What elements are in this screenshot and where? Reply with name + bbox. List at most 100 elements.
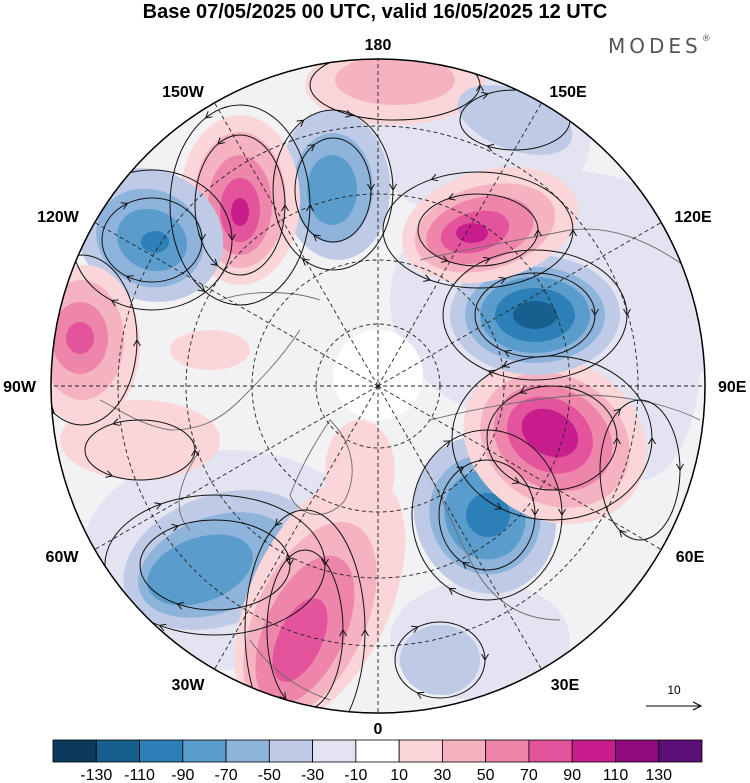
- lon-label-30w: 30W: [172, 677, 206, 694]
- streamline-arrowhead: [301, 258, 310, 266]
- streamline-arrowhead: [158, 623, 167, 632]
- colorbar-segment: [485, 739, 530, 763]
- streamline-arrowhead: [410, 625, 419, 633]
- streamline-arrowhead: [482, 256, 491, 265]
- anomaly-negative-20e: [400, 625, 480, 695]
- colorbar-tick-label: -10: [344, 767, 367, 783]
- colorbar-tick-label: -30: [301, 767, 324, 783]
- streamline-arrowhead: [105, 470, 114, 478]
- streamline-arrowhead: [285, 553, 294, 562]
- streamline-arrowhead: [591, 308, 599, 316]
- lon-label-120w: 120W: [37, 209, 80, 226]
- colorbar-tick-label: 30: [434, 767, 452, 783]
- streamline-arrowhead: [54, 259, 62, 267]
- colorbar-tick-label: 70: [520, 767, 538, 783]
- streamline-arrowhead: [503, 349, 512, 358]
- streamline-arrowhead: [498, 276, 507, 285]
- streamline-arrowhead: [171, 523, 180, 532]
- streamline-arrowhead: [353, 50, 360, 57]
- anomaly-negative-120w: [76, 168, 224, 302]
- streamline-arrowhead: [112, 418, 120, 426]
- lon-label-60w: 60W: [46, 549, 80, 566]
- anomaly-positive-140w: [180, 115, 300, 285]
- streamline-arrowhead: [268, 727, 275, 734]
- streamline-arrowhead: [423, 274, 431, 282]
- colorbar-tick-label: 110: [603, 767, 629, 783]
- colorbar-segment: [139, 739, 184, 763]
- streamline-arrowhead: [447, 193, 456, 201]
- streamline-arrowhead: [613, 408, 622, 416]
- colorbar-segment: [528, 739, 573, 763]
- streamline-arrowhead: [486, 143, 495, 152]
- streamline-arrowhead: [197, 284, 206, 292]
- streamline-arrowhead: [105, 178, 114, 186]
- lon-label-150w: 150W: [162, 84, 205, 101]
- streamline-arrowhead: [345, 110, 354, 118]
- streamline-arrowhead: [210, 258, 219, 267]
- colorbar-tick-label: -70: [215, 767, 238, 783]
- colorbar-tick-label: 90: [563, 767, 581, 783]
- colorbar-segment: [658, 739, 703, 763]
- streamline-arrowhead: [176, 602, 185, 610]
- lon-label-0: 0: [374, 721, 383, 738]
- streamline-arrowhead: [481, 653, 489, 661]
- colorbar-segment: [615, 739, 660, 763]
- colorbar-segment: [225, 739, 270, 763]
- streamline-arrowhead: [339, 629, 347, 637]
- streamline-arrowhead: [416, 691, 425, 699]
- streamline-arrowhead: [502, 360, 510, 368]
- colorbar-segment: [95, 739, 140, 763]
- colorbar-segment: [571, 739, 616, 763]
- colorbar-tick-label: 50: [477, 767, 495, 783]
- streamline-arrowhead: [487, 369, 496, 377]
- colorbar: -130 -110 -90 -70 -50 -30 -10 10 30 50 70 90 110 130: [52, 739, 703, 783]
- colorbar-tick-label: -110: [124, 767, 155, 783]
- colorbar-segment: [182, 739, 227, 763]
- streamline-arrowhead: [481, 91, 489, 100]
- vector-key-label: 10: [667, 683, 681, 697]
- colorbar-segment: [52, 739, 97, 763]
- streamline-arrowhead: [286, 558, 294, 566]
- streamline-arrowhead: [313, 234, 321, 242]
- colorbar-segment: [268, 739, 314, 763]
- brand-mark: ®: [701, 34, 711, 44]
- streamline-arrowhead: [512, 476, 521, 485]
- streamline-arrowhead: [461, 561, 470, 569]
- streamline-arrowhead: [558, 508, 566, 516]
- map-border: [50, 58, 706, 714]
- streamline-arrowhead: [648, 437, 656, 445]
- streamline-arrowhead: [133, 339, 141, 347]
- streamline-arrowhead: [191, 449, 199, 457]
- lon-label-30e: 30E: [551, 677, 580, 694]
- vector-key-arrow: [646, 701, 703, 711]
- lon-label-180: 180: [365, 37, 392, 54]
- streamline-arrowhead: [217, 137, 225, 145]
- colorbar-tick-label: -90: [171, 767, 194, 783]
- streamline-arrowhead: [443, 440, 452, 448]
- lon-label-90w: 90W: [3, 379, 37, 396]
- lon-label-90e: 90E: [718, 379, 747, 396]
- coastlines: [99, 228, 701, 701]
- chart-title: Base 07/05/2025 00 UTC, valid 16/05/2025…: [142, 1, 608, 23]
- colorbar-segment: [398, 739, 443, 763]
- streamline-arrowhead: [361, 629, 369, 637]
- colorbar-tick-label: 130: [645, 767, 672, 783]
- lon-label-120e: 120E: [674, 209, 712, 226]
- streamline-arrowhead: [613, 437, 621, 445]
- lon-label-150e: 150E: [549, 84, 587, 101]
- streamline-arrowhead: [676, 463, 684, 471]
- streamline-arrowhead: [619, 529, 627, 538]
- streamline-arrowhead: [367, 183, 375, 191]
- streamline-arrowhead: [120, 202, 129, 210]
- colorbar-tick-label: -50: [258, 767, 281, 783]
- streamline-arrowhead: [534, 229, 542, 237]
- colorbar-tick-label: 10: [390, 767, 408, 783]
- streamline-arrowhead: [389, 183, 397, 191]
- streamline-arrowhead: [204, 111, 213, 119]
- colorbar-tick-label: -130: [80, 767, 112, 783]
- streamline-arrowhead: [51, 406, 55, 415]
- streamline-arrowhead: [531, 508, 539, 516]
- lon-label-60e: 60E: [676, 549, 705, 566]
- graticule: [51, 59, 705, 713]
- streamline-arrowhead: [110, 299, 119, 307]
